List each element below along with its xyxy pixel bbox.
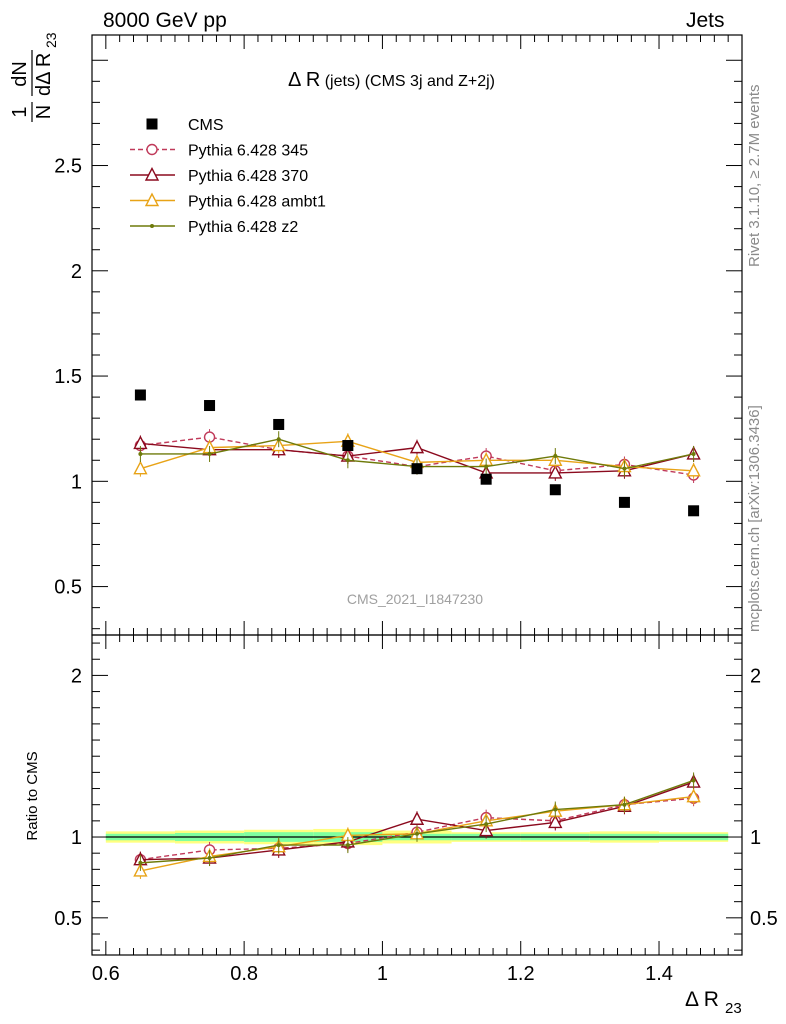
y-axis-label-ratio: Ratio to CMS [24,751,41,840]
ratio-point [276,843,281,848]
ratio-point [409,811,425,825]
ratio-point [553,807,558,812]
y-axis-label-top: 1 NdN dΔ R 23 [9,32,59,122]
legend-label: Pythia 6.428 345 [188,143,308,160]
ratio-point [484,822,489,827]
ylabel-subscript: 23 [43,32,59,48]
top-point [622,466,627,471]
y-tick-label: 2.5 [54,156,82,178]
y-tick-label-right: 1 [750,827,761,849]
y-tick-label-right: 2 [750,665,761,687]
cms-data-point [688,505,700,517]
x-axis-label-subscript: 23 [725,1000,742,1017]
cms-data-point [480,473,492,485]
legend-marker [150,224,154,228]
cms-data-point [549,484,561,496]
legend-marker-cms [146,118,158,130]
header-right: Jets [686,9,725,32]
top-point [133,460,148,475]
ylabel-denominator-1: N [33,105,55,119]
top-point [345,458,350,463]
analysis-watermark: CMS_2021_I1847230 [347,591,483,607]
legend: CMS Pythia 6.428 345 Pythia 6.428 370 Pythi… [130,117,326,236]
y-tick-label-right: 0.5 [750,908,778,930]
x-tick-label: 0.6 [92,963,120,985]
ratio-point [691,778,696,783]
ratio-point [138,860,143,865]
top-point [138,451,143,456]
x-tick-label: 1.2 [507,963,535,985]
ylabel-denominator-2: dΔ R [33,53,55,96]
y-tick-label: 0.5 [54,908,82,930]
title-symbol: Δ R [288,69,320,91]
header-left: 8000 GeV pp [103,9,227,32]
ratio-line [140,797,694,861]
cms-data-point [204,400,216,412]
cms-data-point [134,389,146,401]
y-tick-label: 2 [71,665,82,687]
ylabel-numerator-1: 1 [9,106,31,117]
legend-marker [144,192,160,207]
top-point [276,437,281,442]
cms-data-point [618,496,630,508]
chart-title: Δ R (jets) (CMS 3j and Z+2j) [288,69,495,91]
ylabel-numerator-2: dN [9,61,31,87]
top-line [140,436,694,476]
cms-data-point [273,418,285,430]
ratio-point [686,788,701,803]
legend-label: Pythia 6.428 ambt1 [188,194,326,211]
legend-label: Pythia 6.428 z2 [188,219,298,236]
top-point [553,454,558,459]
x-tick-label: 1.4 [645,963,673,985]
y-tick-label: 1.5 [54,366,82,388]
ratio-series-z2 [138,772,696,871]
legend-marker [146,143,158,156]
y-tick-label: 1 [71,471,82,493]
legend-marker [144,166,160,181]
top-point [686,462,701,477]
x-tick-label: 0.8 [230,963,258,985]
y-tick-label: 2 [71,261,82,283]
top-point [484,464,489,469]
top-point [409,439,425,454]
title-text: (jets) (CMS 3j and Z+2j) [320,73,495,90]
cms-data-point [411,463,423,475]
y-tick-label: 0.5 [54,577,82,599]
ratio-point [415,831,419,836]
x-tick-label: 1 [377,963,388,985]
ratio-point [622,802,627,807]
y-tick-label: 1 [71,827,82,849]
cms-data-point [342,440,354,452]
top-point [548,464,563,479]
ratio-point [207,856,212,861]
legend-label: Pythia 6.428 370 [188,168,308,185]
ratio-point [548,814,563,829]
top-point [691,451,696,456]
ratio-panel-frame [91,634,743,956]
ratio-point [345,843,350,848]
ratio-series-370 [133,774,701,868]
top-point [207,451,212,456]
legend-label: CMS [188,117,224,134]
x-axis-label: Δ R [685,988,719,1011]
